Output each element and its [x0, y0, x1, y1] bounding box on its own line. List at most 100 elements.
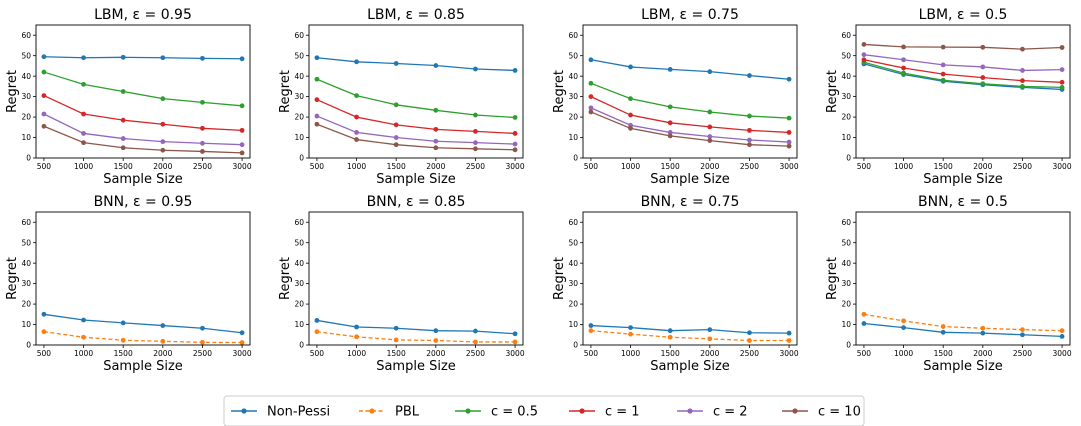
- data-point: [861, 42, 867, 47]
- x-tick-label: 3000: [780, 162, 799, 171]
- x-tick-label: 500: [857, 162, 872, 171]
- data-point: [239, 340, 245, 345]
- x-tick-label: 2000: [700, 162, 719, 171]
- data-point: [901, 325, 906, 331]
- data-point: [786, 76, 792, 82]
- x-tick-label: 2000: [973, 162, 992, 171]
- plot-frame: [35, 211, 251, 346]
- panel-title: LBM, ε = 0.5: [919, 7, 1008, 23]
- data-point: [160, 96, 166, 102]
- data-point: [861, 321, 867, 326]
- data-point: [160, 55, 166, 61]
- data-point: [707, 69, 713, 75]
- y-tick-label: 30: [294, 92, 304, 101]
- data-point: [473, 328, 478, 334]
- y-tick-label: 0: [573, 341, 578, 350]
- data-point: [120, 54, 126, 60]
- data-point: [1059, 79, 1065, 85]
- legend-marker: [579, 408, 585, 414]
- x-axis-label: Sample Size: [923, 359, 1003, 374]
- data-point: [588, 57, 594, 63]
- legend-label: c = 0.5: [491, 405, 538, 420]
- x-tick-label: 1500: [934, 162, 953, 171]
- series-line: [590, 82, 790, 119]
- series-line: [590, 107, 790, 143]
- data-point: [512, 68, 518, 73]
- data-point: [707, 336, 713, 342]
- data-point: [41, 123, 47, 129]
- legend-item: c = 1: [569, 405, 640, 420]
- y-axis-label: Regret: [5, 257, 20, 300]
- data-point: [200, 325, 205, 331]
- data-point: [354, 137, 359, 142]
- plot-frame: [308, 24, 524, 159]
- x-tick-label: 500: [584, 162, 599, 171]
- data-point: [473, 140, 478, 146]
- data-point: [980, 64, 986, 70]
- y-tick-label: 0: [26, 154, 31, 163]
- data-point: [81, 140, 86, 146]
- data-point: [786, 143, 792, 149]
- plot-frame: [35, 24, 251, 159]
- x-tick-label: 2000: [153, 162, 172, 171]
- data-point: [200, 149, 205, 154]
- legend-marker: [792, 408, 798, 414]
- data-point: [200, 55, 205, 61]
- y-tick-label: 20: [568, 300, 578, 309]
- data-point: [314, 113, 320, 119]
- data-point: [120, 337, 126, 343]
- x-tick-label: 2500: [193, 349, 212, 358]
- data-point: [200, 140, 205, 146]
- data-point: [667, 133, 673, 139]
- y-tick-label: 40: [294, 72, 304, 81]
- data-point: [314, 76, 320, 82]
- legend-label: c = 2: [713, 405, 748, 420]
- data-point: [81, 81, 86, 87]
- data-point: [433, 126, 439, 132]
- x-axis-label: Sample Size: [650, 359, 730, 374]
- x-tick-label: 2500: [740, 162, 759, 171]
- legend-box: [223, 395, 865, 426]
- data-point: [1020, 83, 1025, 89]
- legend-label: PBL: [395, 405, 420, 420]
- x-tick-label: 1500: [661, 162, 680, 171]
- x-axis-label: Sample Size: [923, 172, 1003, 187]
- plot-frame: [582, 211, 798, 346]
- data-point: [588, 328, 594, 334]
- data-point: [314, 318, 320, 323]
- data-point: [120, 320, 126, 326]
- data-point: [667, 104, 673, 110]
- data-point: [354, 114, 359, 120]
- y-tick-label: 20: [841, 300, 851, 309]
- x-tick-label: 2500: [466, 162, 485, 171]
- y-tick-label: 50: [841, 51, 851, 60]
- data-point: [588, 80, 594, 86]
- data-point: [160, 323, 166, 328]
- data-point: [81, 111, 86, 117]
- y-axis-label: Regret: [5, 70, 20, 113]
- data-point: [786, 130, 792, 135]
- data-point: [41, 69, 47, 75]
- data-point: [786, 139, 792, 145]
- y-tick-label: 30: [568, 279, 578, 288]
- data-point: [433, 138, 439, 144]
- data-point: [667, 67, 673, 72]
- x-tick-label: 2500: [740, 349, 759, 358]
- y-tick-label: 10: [841, 133, 851, 142]
- legend-marker: [369, 408, 375, 414]
- y-tick-label: 40: [21, 72, 31, 81]
- data-point: [160, 338, 166, 344]
- y-tick-label: 20: [294, 300, 304, 309]
- x-tick-label: 2000: [973, 349, 992, 358]
- x-tick-label: 1000: [74, 349, 93, 358]
- data-point: [747, 338, 752, 343]
- y-tick-label: 60: [841, 31, 851, 40]
- x-tick-label: 500: [857, 349, 872, 358]
- data-point: [628, 96, 633, 102]
- y-tick-label: 60: [21, 31, 31, 40]
- y-tick-label: 40: [841, 72, 851, 81]
- data-point: [1059, 334, 1065, 339]
- x-tick-label: 500: [584, 349, 599, 358]
- data-point: [120, 136, 126, 141]
